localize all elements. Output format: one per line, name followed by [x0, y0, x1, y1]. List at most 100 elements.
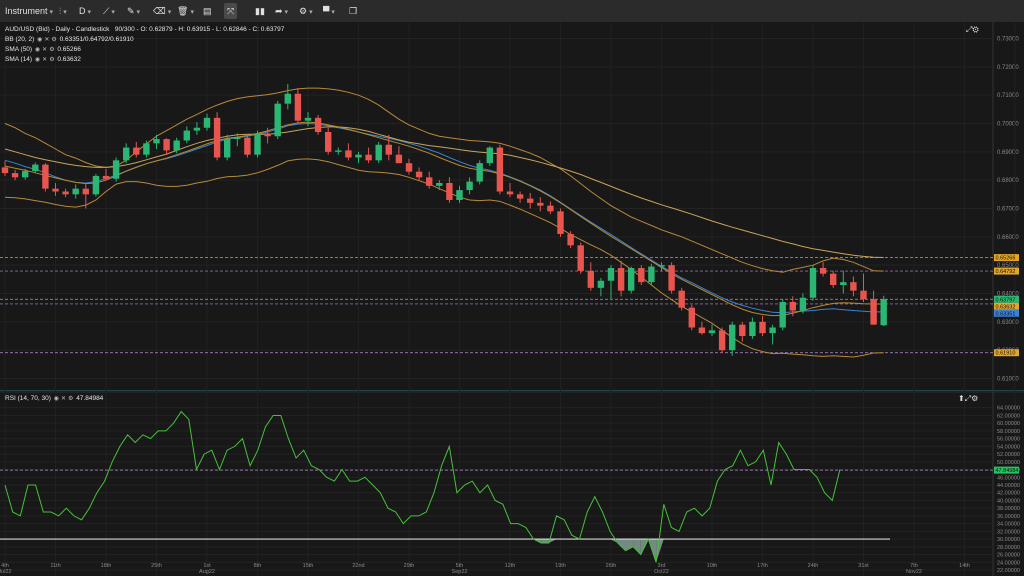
candle-body — [92, 175, 100, 195]
candle-body — [850, 282, 857, 291]
legend-sma14: SMA (14) ◉ ✕ ⚙ 0.63632 — [5, 56, 81, 63]
timeframe-menu[interactable]: D ▾ — [79, 6, 92, 16]
close-icon[interactable]: ✕ — [60, 396, 66, 402]
candle-body — [365, 154, 372, 161]
candle-body — [183, 130, 190, 141]
legend-rsi-title: RSI (14, 70, 30) — [5, 395, 51, 402]
price-tick-label: 0.67000 — [997, 207, 1019, 213]
price-label-box — [994, 254, 1019, 262]
candle-body — [789, 302, 796, 311]
instrument-menu[interactable]: Instrument ▾ — [5, 6, 54, 16]
candle-body — [304, 117, 312, 121]
chart-area[interactable]: 0.73000 0.72000 0.71000 0.70000 0.69000 0.680… — [0, 22, 1024, 576]
price-tick-label: 0.72000 — [997, 65, 1019, 71]
time-tick-label: 18th — [101, 563, 112, 569]
candle-body — [648, 266, 655, 283]
rsi-tick-label: 64.00000 — [997, 406, 1020, 412]
settings-icon[interactable]: ⚙ ▾ — [299, 6, 313, 16]
eye-icon[interactable]: ◉ — [34, 57, 41, 63]
rsi-tick-label: 46.00000 — [997, 475, 1020, 481]
candle-body — [264, 133, 271, 137]
close-icon[interactable]: ✕ — [42, 57, 48, 63]
eye-icon[interactable]: ◉ — [37, 37, 43, 43]
eye-icon[interactable]: ◉ — [34, 47, 41, 53]
time-tick-label: 12th — [505, 563, 516, 569]
flag-icon[interactable]: ▀ ▾ — [323, 6, 335, 16]
rsi-tick-label: 40.00000 — [997, 498, 1020, 504]
close-icon[interactable]: ✕ — [44, 37, 50, 43]
rsi-tick-label: 32.00000 — [997, 529, 1020, 535]
candle-body — [123, 147, 130, 161]
line-tool-icon[interactable]: ⟋ ▾ — [103, 6, 115, 16]
price-label-text: 0.61910 — [996, 351, 1016, 357]
time-tick-label: 25th — [151, 563, 162, 569]
candle-body — [830, 273, 837, 285]
candle-body — [72, 188, 79, 195]
time-tick-label: 22nd — [352, 563, 364, 569]
candle-body — [769, 327, 776, 334]
expand-icon[interactable]: ⤢⚙ — [966, 25, 979, 34]
gear-icon[interactable]: ⚙ — [49, 57, 55, 63]
candle-body — [628, 268, 635, 291]
candle-body — [668, 265, 675, 291]
candle-body — [254, 133, 261, 155]
time-tick-label: 5th — [456, 563, 464, 569]
candle-body — [860, 290, 867, 300]
price-tick-label: 0.71000 — [997, 93, 1019, 99]
rsi-oversold-fill — [633, 539, 641, 555]
eye-icon[interactable]: ◉ — [53, 396, 59, 402]
toolbar: Instrument ▾ ⫶ ▾ D ▾ ⟋ ▾ ✎ ▾ ⌫ ▾ 🗑 ▾ ▤ ⤧ ▮▮ ➦ ▾ … — [0, 0, 1024, 23]
candle-body — [375, 144, 382, 161]
close-icon[interactable]: ✕ — [42, 47, 48, 53]
time-tick-label: 19th — [555, 563, 566, 569]
eraser-icon[interactable]: ⌫ ▾ — [153, 6, 172, 16]
pencil-icon[interactable]: ✎ ▾ — [127, 6, 141, 16]
candle-body — [739, 324, 746, 336]
candle-body — [82, 188, 89, 195]
legend-bb-title: BB (20, 2) — [5, 36, 35, 43]
rsi-tick-label: 22.00000 — [997, 568, 1020, 574]
candle-body — [112, 160, 120, 179]
move-up-icon[interactable]: ⬆⤢⚙ — [958, 394, 979, 403]
share-icon[interactable]: ➦ ▾ — [275, 6, 289, 16]
legend-main-title: AUD/USD (Bid) - Daily - Candlestick — [5, 26, 110, 33]
time-tick-label: 15th — [303, 563, 314, 569]
candle-body — [325, 132, 332, 152]
price-label-text: 0.63351 — [996, 311, 1016, 317]
bar-chart-icon[interactable]: ▮▮ — [255, 6, 265, 16]
candles-icon[interactable]: ⫶ ▾ — [59, 6, 67, 16]
candle-body — [557, 211, 564, 234]
layout-icon[interactable]: ▤ — [203, 6, 212, 16]
legend-main: AUD/USD (Bid) - Daily - Candlestick 90/3… — [5, 26, 284, 33]
candle-body — [355, 154, 362, 158]
candle-body — [52, 188, 59, 192]
candle-body — [466, 181, 473, 191]
candle-body — [456, 190, 463, 200]
gear-icon[interactable]: ⚙ — [51, 37, 57, 43]
candle-body — [678, 290, 685, 308]
candle-body — [577, 245, 584, 271]
rsi-tick-label: 34.00000 — [997, 522, 1020, 528]
gear-icon[interactable]: ⚙ — [67, 396, 74, 402]
candle-body — [405, 163, 413, 172]
candle-body — [153, 139, 160, 144]
rsi-tick-label: 44.00000 — [997, 483, 1020, 489]
price-tick-label: 0.73000 — [997, 37, 1019, 43]
candle-body — [476, 163, 483, 182]
candle-body — [133, 147, 140, 155]
candle-body — [527, 198, 534, 203]
fullscreen-icon[interactable]: ⤧ — [224, 3, 238, 19]
candle-body — [819, 268, 827, 274]
candle-body — [62, 191, 69, 195]
gear-icon[interactable]: ⚙ — [49, 47, 55, 53]
sma50-line — [4, 126, 884, 258]
price-label-text: 0.65266 — [996, 256, 1016, 262]
rsi-current-label-text: 47.84984 — [996, 468, 1019, 474]
legend-sma50-value: 0.65266 — [57, 46, 81, 53]
rsi-current-label-box — [994, 466, 1019, 474]
legend-sma14-value: 0.63632 — [57, 56, 81, 63]
candle-body — [244, 137, 251, 155]
candle-body — [587, 270, 594, 288]
windows-icon[interactable]: ❐ — [349, 6, 358, 16]
trash-icon[interactable]: 🗑 ▾ — [177, 6, 194, 16]
